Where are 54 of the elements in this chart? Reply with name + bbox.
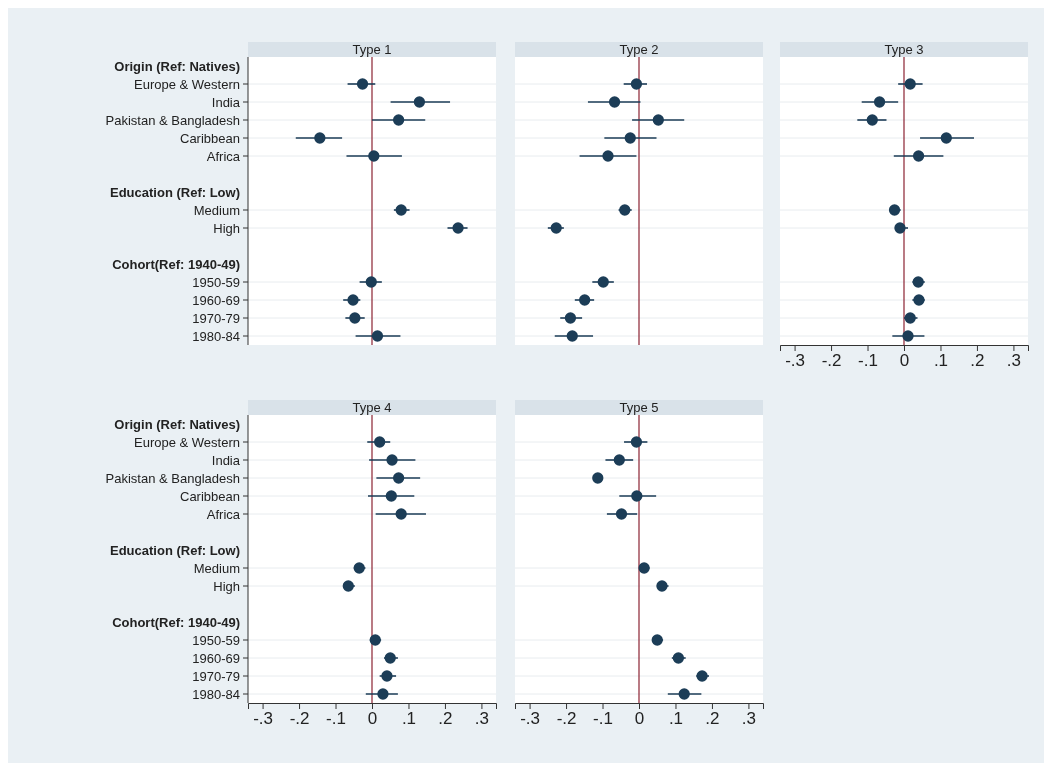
x-tick-label: -.3 [520,709,541,729]
x-tick-label: .3 [474,709,490,729]
y-tick-label: Cohort(Ref: 1940-49) [112,614,240,630]
x-tick-label: .3 [1006,351,1022,371]
x-tick-label: -.2 [821,351,842,371]
y-tick-label: Cohort(Ref: 1940-49) [112,256,240,272]
y-tick-label: India [211,94,241,110]
y-tick-label: Medium [193,560,240,576]
chart-title: Type 2 [619,42,659,57]
y-tick-label: 1950-59 [192,274,240,290]
x-tick-label: .1 [401,709,417,729]
chart-title: Type 4 [352,400,392,415]
y-tick-label: 1970-79 [192,310,240,326]
x-tick-label: -.1 [326,709,346,729]
y-tick-label: 1970-79 [192,668,240,684]
x-tick-label: .2 [438,709,453,729]
y-tick-label: Education (Ref: Low) [110,184,240,200]
y-tick-label: Origin (Ref: Natives) [114,416,240,432]
y-tick-label: Caribbean [180,488,240,504]
chart-title: Type 5 [619,400,659,415]
x-tick-label: -.3 [253,709,274,729]
x-tick-label: .2 [705,709,720,729]
x-tick-label: 0 [899,351,910,371]
y-tick-label: India [211,452,241,468]
y-tick-label: 1980-84 [192,328,240,344]
x-tick-label: .1 [933,351,949,371]
chart-title: Type 1 [352,42,392,57]
y-tick-label: Europe & Western [134,434,240,450]
x-tick-label: .2 [970,351,985,371]
x-tick-label: -.2 [556,709,577,729]
y-tick-label: High [213,578,240,594]
y-tick-label: Origin (Ref: Natives) [114,58,240,74]
x-tick-label: .1 [668,709,684,729]
x-tick-label: .3 [741,709,757,729]
y-tick-label: Medium [193,202,240,218]
chart-title: Type 3 [884,42,924,57]
x-tick-label: -.2 [289,709,310,729]
y-tick-label: Europe & Western [134,76,240,92]
y-tick-label: 1950-59 [192,632,240,648]
y-tick-label: High [213,220,240,236]
x-tick-label: 0 [634,709,645,729]
x-tick-label: 0 [367,709,378,729]
x-tick-label: -.1 [593,709,613,729]
y-tick-label: 1960-69 [192,650,240,666]
y-tick-label: Caribbean [180,130,240,146]
y-tick-label: Education (Ref: Low) [110,542,240,558]
x-tick-label: -.1 [858,351,878,371]
y-tick-label: 1980-84 [192,686,240,702]
y-tick-label: Africa [206,506,241,522]
y-tick-label: 1960-69 [192,292,240,308]
y-tick-label: Pakistan & Bangladesh [105,470,240,486]
y-tick-label: Africa [206,148,241,164]
x-tick-label: -.3 [785,351,806,371]
y-tick-label: Pakistan & Bangladesh [105,112,240,128]
